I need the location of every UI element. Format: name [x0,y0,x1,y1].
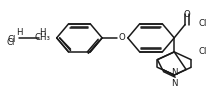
Text: O: O [183,9,190,19]
Text: O: O [118,33,125,42]
Text: Cl: Cl [199,19,207,28]
Text: Cl: Cl [199,47,207,56]
Text: H: H [17,28,23,37]
Text: Cl: Cl [8,35,16,44]
Text: N: N [171,68,177,77]
Text: H: H [39,28,45,38]
Text: CH₃: CH₃ [35,33,51,42]
Text: N: N [171,79,177,88]
Text: Cl: Cl [7,38,15,47]
